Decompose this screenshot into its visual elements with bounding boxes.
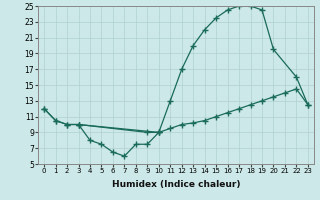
X-axis label: Humidex (Indice chaleur): Humidex (Indice chaleur) — [112, 180, 240, 189]
